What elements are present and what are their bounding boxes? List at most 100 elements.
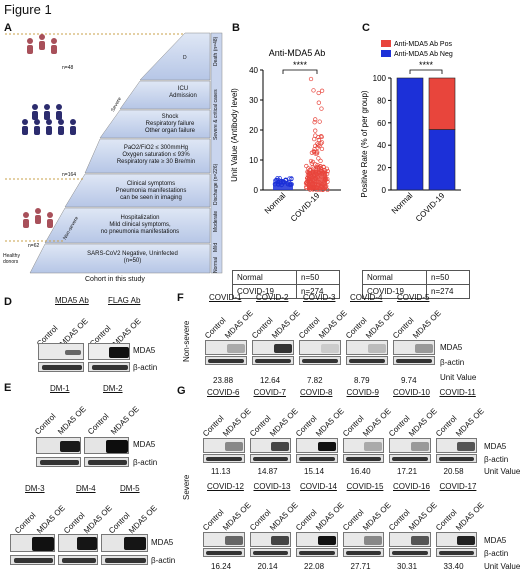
data-point xyxy=(306,170,311,175)
band-mda5 xyxy=(317,442,336,451)
tier-mild-line-3: no pneumonia manifestations xyxy=(100,229,180,235)
data-point xyxy=(316,137,322,143)
lane-label-oe: MDA5 OE xyxy=(221,500,253,533)
tier-shock-line-2: Respiratory failure xyxy=(145,121,195,127)
tier-oxygen-text: PaO2/FiO2 ≤ 300mmHg Oxygen saturation ≤ … xyxy=(102,145,210,166)
data-point xyxy=(322,178,327,183)
blot-mda5 xyxy=(296,438,338,453)
data-point xyxy=(312,120,317,125)
data-point xyxy=(304,184,309,189)
unit-value: 9.74 xyxy=(401,376,417,385)
panel-e-band-actin: β-actin xyxy=(133,458,158,467)
sample-group-label: COVID-4 xyxy=(350,293,383,302)
lane-label-control: Control xyxy=(433,413,459,439)
blot-mda5 xyxy=(435,532,477,547)
lane-label-oe: MDA5 OE xyxy=(360,406,393,439)
lane-label-control: Control xyxy=(297,315,322,341)
data-point xyxy=(310,181,316,187)
lane-label-oe: MDA5 OE xyxy=(221,406,253,439)
band-mda5 xyxy=(457,536,475,545)
person-icons-severe xyxy=(22,104,76,135)
panel-f-side-label: Non-severe xyxy=(182,320,191,362)
panel-e-lane-1: Control xyxy=(33,411,58,437)
tier-death xyxy=(139,32,211,81)
tier-oxygen-line-3: Respiratory rate ≥ 30 Bre/min xyxy=(116,159,196,165)
y-tick-label: 0 xyxy=(254,186,259,195)
blot-d-mda5-1 xyxy=(38,343,84,360)
data-point xyxy=(308,174,313,179)
blot-e-mda5-2 xyxy=(84,437,129,454)
tier-icu-text: ICU Admission xyxy=(158,86,208,100)
count-nonsevere: n=62 xyxy=(28,243,40,249)
blot-mda5 xyxy=(249,532,291,547)
blot-actin xyxy=(435,454,477,463)
table-cell: COVID-19 xyxy=(232,284,297,299)
blot-e-actin-4 xyxy=(58,555,98,565)
tier-oxygen-line-2: Oxygen saturation ≤ 93% xyxy=(122,152,190,158)
band-actin xyxy=(392,551,428,555)
lane-label-oe: MDA5 OE xyxy=(360,500,393,533)
panel-e-group-5: DM-5 xyxy=(120,484,140,493)
lane-label-control: Control xyxy=(247,413,273,439)
panel-e-band-actin-2: β-actin xyxy=(151,556,176,565)
data-point xyxy=(324,184,329,189)
donor-label-1: Healthy xyxy=(3,253,20,259)
significance-label: **** xyxy=(293,60,308,70)
x-tick-label: Normal xyxy=(263,191,288,216)
blot-actin xyxy=(249,548,291,557)
blot-actin xyxy=(252,356,294,365)
blot-actin xyxy=(393,356,435,365)
panel-g-unit-label: Unit Value xyxy=(484,467,521,476)
band-mda5 xyxy=(457,442,475,451)
data-point xyxy=(318,141,324,146)
data-point xyxy=(279,179,285,185)
tier-oxygen-line-1: PaO2/FiO2 ≤ 300mmHg xyxy=(123,145,189,151)
y-tick-label: 60 xyxy=(377,119,386,128)
blot-actin xyxy=(249,454,291,463)
blot-e-actin-1 xyxy=(36,457,81,467)
chart-c-ylabel: Positive Rate (% of per group) xyxy=(360,90,369,197)
lane-label-control: Control xyxy=(340,413,366,439)
data-point xyxy=(316,156,321,161)
band-actin xyxy=(252,457,288,461)
lane-label-oe: MDA5 OE xyxy=(407,406,439,439)
y-tick-label: 40 xyxy=(249,66,258,75)
data-point xyxy=(319,134,324,139)
table-cell: Normal xyxy=(232,270,297,285)
lane-label-control: Control xyxy=(344,315,369,341)
panel-label-g: G xyxy=(177,385,186,397)
data-point xyxy=(289,176,294,182)
panel-label-b: B xyxy=(232,22,240,34)
tier-moderate-text: Clinical symptoms Pneumonia manifestatio… xyxy=(92,181,210,202)
blot-mda5 xyxy=(205,340,247,355)
data-point xyxy=(308,76,314,82)
band-actin xyxy=(345,457,381,461)
sample-group-label: COVID-10 xyxy=(393,388,430,397)
band-mda5 xyxy=(224,536,243,545)
panel-a-pyramid xyxy=(5,32,223,274)
panel-e-lane-4: MDA5 OE xyxy=(109,404,141,437)
data-point xyxy=(277,176,282,181)
bar-neg xyxy=(396,77,424,191)
blot-mda5 xyxy=(249,438,291,453)
blot-actin xyxy=(389,454,431,463)
data-point xyxy=(319,174,324,179)
bar-pos xyxy=(428,77,456,130)
chart-b-title: Anti-MDA5 Ab xyxy=(269,48,326,58)
data-point xyxy=(316,170,321,176)
data-point xyxy=(314,187,319,193)
band-actin xyxy=(299,457,335,461)
panel-e-lane-9: Control xyxy=(107,510,132,536)
band-actin xyxy=(392,457,428,461)
lane-label-control: Control xyxy=(340,507,366,533)
blot-mda5 xyxy=(389,532,431,547)
band-mda5 xyxy=(415,344,433,353)
blot-mda5 xyxy=(252,340,294,355)
data-point xyxy=(311,184,316,190)
data-point xyxy=(319,88,325,93)
side-label-normal: Normal xyxy=(213,256,219,273)
data-point xyxy=(311,168,316,174)
panel-a-caption: Cohort in this study xyxy=(85,276,145,283)
blot-d-actin-2 xyxy=(88,362,130,372)
data-point xyxy=(325,187,330,193)
